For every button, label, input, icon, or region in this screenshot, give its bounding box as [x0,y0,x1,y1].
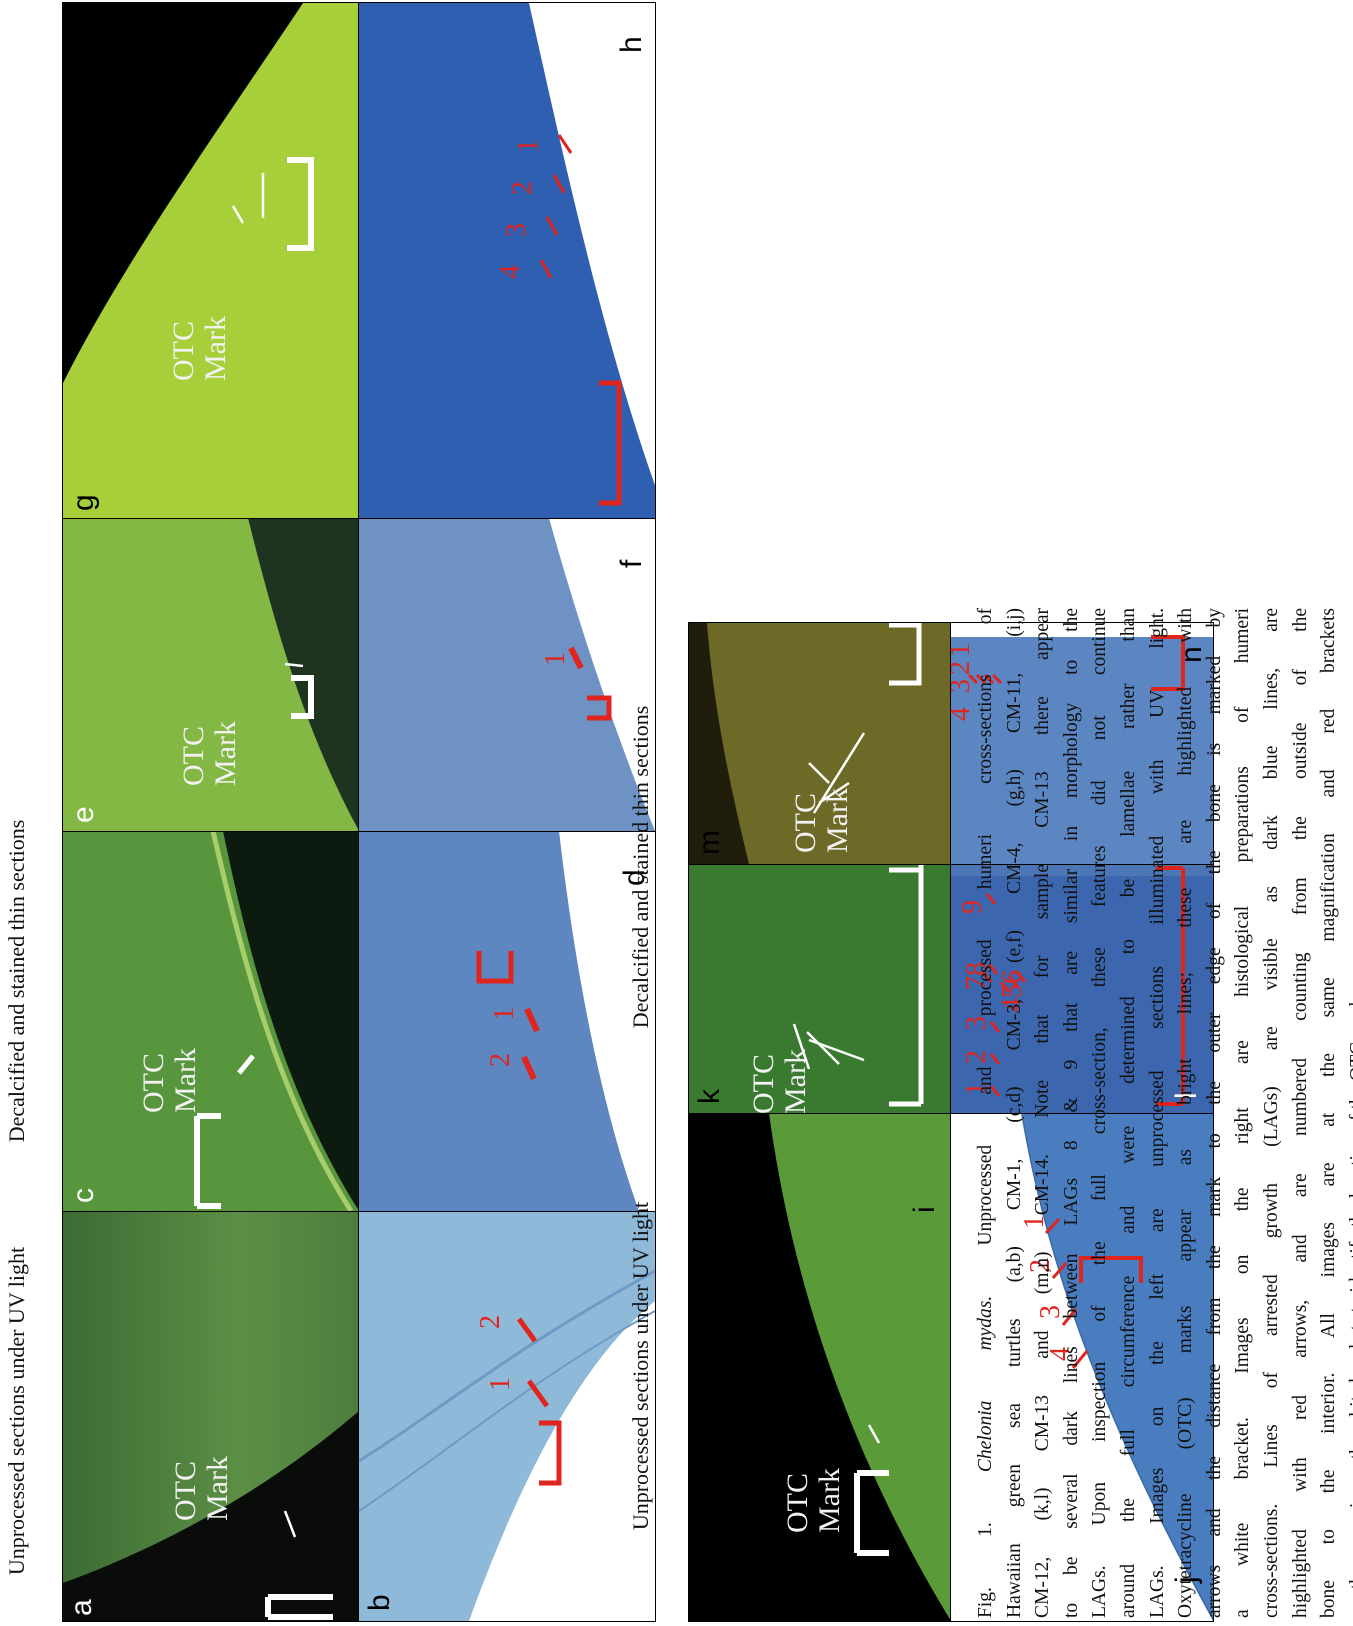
panel-e: OTC Mark e [62,517,360,832]
panel-label-k: k [693,1088,726,1104]
caption-line-12: highlighted with red arrows, and are num… [1289,608,1311,1618]
lag-j-4: 4 [1045,1347,1076,1361]
panel-j: 1 2 3 4 j [950,1112,1214,1622]
panel-label-n: n [1175,646,1208,663]
lag-n-1: 1 [951,643,976,657]
header-right-uv: Unprocessed sections under UV light [628,1201,653,1531]
panel-d: 1 2 d [358,830,656,1212]
caption-line-1: Fig. 1. Chelonia mydas. Unprocessed and … [975,607,996,1618]
lag-n-2: 2 [951,661,976,675]
panel-label-a: a [65,1599,98,1616]
caption-line-9: arrows and the distance from the mark to… [1203,608,1225,1618]
figure-caption: Fig. 1. Chelonia mydas. Unprocessed and … [972,608,1353,1618]
panel-label-j: j [1170,1576,1203,1584]
otc-label-g-1: OTC [167,321,200,381]
otc-label-m-1: OTC [789,793,822,853]
caption-line-13: bone to the interior. All images are at … [1318,608,1340,1618]
header-left-uv: Unprocessed sections under UV light [4,1246,29,1576]
caption-line-10: a white bracket. Images on the right are… [1232,608,1254,1618]
panel-label-d: d [618,869,651,886]
panel-a: OTC Mark a [62,1210,360,1622]
lag-l-7: 7 [961,976,992,990]
panel-label-i: i [908,1206,941,1213]
lag-l-9: 9 [957,900,988,914]
otc-label-k-2: Mark [779,1049,812,1113]
lag-f-1: 1 [540,652,571,666]
lag-l-3: 3 [961,1016,992,1030]
otc-label-a-2: Mark [201,1456,234,1521]
caption-line-3: CM-12, (k,l) CM-13 and (m,n) CM-14. Note… [1032,608,1054,1618]
caption-line-8: Oxytetracycline (OTC) marks appear as br… [1175,608,1197,1618]
lag-l-8: 8 [961,962,992,976]
panel-g: OTC Mark g [62,2,360,519]
lag-h-4: 4 [495,265,526,279]
lag-n-4: 4 [951,707,976,721]
panel-h: 1 2 3 4 h [358,2,656,519]
lag-l-5: 5 [997,984,1028,998]
caption-line-14: are the same size as the white brackets … [1346,996,1353,1618]
panel-l: 1 2 3 4 5 6 7 8 9 l [950,863,1214,1114]
lag-b-1: 1 [485,1377,516,1391]
panel-label-e: e [67,806,100,823]
panel-n: 4 3 2 1 n [950,622,1214,865]
panel-label-h: h [615,36,648,53]
panel-i: OTC Mark i [688,1112,952,1622]
lag-l-6: 6 [997,970,1028,984]
lag-h-1: 1 [513,139,544,153]
lag-n-3: 3 [951,679,976,693]
otc-label-e-1: OTC [177,726,210,786]
lag-j-1: 1 [1019,1215,1050,1229]
otc-label-e-2: Mark [209,721,242,786]
panel-label-m: m [693,830,726,855]
panel-label-f: f [615,559,648,568]
panel-m: OTC Mark m [688,622,952,865]
lag-d-1: 1 [489,1007,520,1021]
panel-label-c: c [67,1188,100,1203]
otc-label-a-1: OTC [169,1461,202,1521]
otc-label-m-2: Mark [821,788,854,853]
caption-line-5: LAGs. Upon inspection of the full cross-… [1089,608,1111,1618]
otc-label-i-1: OTC [781,1473,814,1533]
lag-l-4: 4 [997,998,1028,1012]
lag-j-2: 2 [1025,1259,1056,1273]
caption-line-4: to be several dark lines between LAGs 8 … [1060,608,1082,1618]
panel-label-b: b [363,1594,396,1611]
panel-k: OTC Mark k [688,863,952,1114]
otc-label-k-1: OTC [747,1054,780,1113]
lag-h-3: 3 [501,223,532,237]
otc-label-c-1: OTC [137,1053,170,1113]
panel-label-g: g [67,494,100,511]
otc-label-c-2: Mark [169,1048,202,1113]
lag-j-3: 3 [1035,1305,1066,1319]
lag-l-1: 1 [961,1082,992,1096]
panel-b: 1 2 b [358,1210,656,1622]
caption-line-2: Hawaiian green sea turtles (a,b) CM-1, (… [1003,608,1025,1618]
caption-species-name: Chelonia mydas. [975,1295,996,1473]
caption-line-11: cross-sections. Lines of arrested growth… [1260,608,1282,1618]
caption-line-7: LAGs. Images on the left are unprocessed… [1146,608,1168,1618]
lag-h-2: 2 [507,181,538,195]
panel-f: 1 f [358,517,656,832]
panel-label-l: l [1170,1092,1203,1099]
lag-l-2: 2 [961,1050,992,1064]
header-left-stain: Decalcified and stained thin sections [4,819,29,1143]
caption-line-6: around the full circumference and were d… [1117,608,1139,1618]
otc-label-i-2: Mark [813,1468,846,1533]
lag-b-2: 2 [475,1315,506,1329]
otc-label-g-2: Mark [199,316,232,381]
lag-d-2: 2 [485,1053,516,1067]
